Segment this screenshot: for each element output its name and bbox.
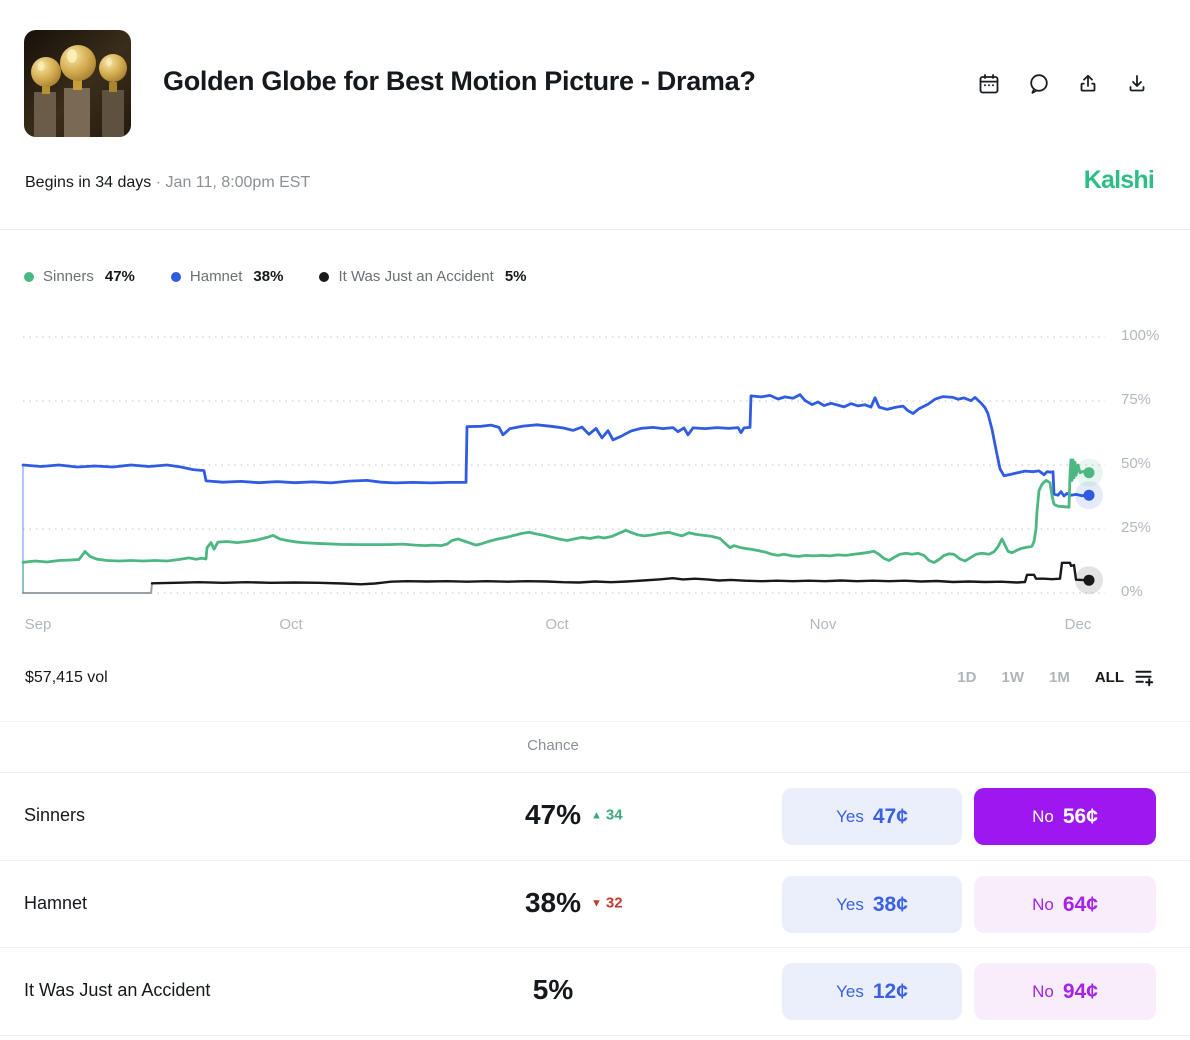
end-dot	[1083, 574, 1095, 586]
series-line	[21, 458, 1091, 564]
legend-item-hamnet: Hamnet 38%	[170, 268, 284, 285]
golden-globe-trophies-image	[24, 30, 131, 137]
chance-value: 5%	[532, 974, 574, 1005]
x-axis-tick: Oct	[279, 616, 303, 633]
delta-value: 32	[605, 894, 623, 912]
range-button-1d[interactable]: 1D	[957, 669, 977, 686]
x-axis-tick: Sep	[24, 616, 52, 633]
kalshi-logo: Kalshi	[1083, 166, 1155, 194]
comment-icon[interactable]	[1027, 72, 1051, 96]
y-axis-tick: 100%	[1121, 327, 1160, 344]
yes-price: 47¢	[872, 804, 908, 828]
row-divider	[0, 860, 1190, 861]
event-time: Jan 11, 8:00pm EST	[165, 174, 311, 191]
no-button[interactable]: No 94¢	[974, 963, 1156, 1020]
legend-value: 38%	[253, 268, 284, 285]
legend-value: 5%	[504, 268, 527, 285]
outcome-name: Sinners	[24, 805, 86, 825]
legend-dot-icon	[319, 271, 330, 282]
delta-arrow-icon: ▼	[591, 897, 602, 909]
legend-value: 47%	[104, 268, 135, 285]
chance-column-header: Chance	[527, 737, 579, 754]
calendar-icon[interactable]	[977, 72, 1001, 96]
yes-label: Yes	[836, 806, 864, 826]
add-to-watchlist-icon[interactable]	[1133, 666, 1157, 690]
delta-arrow-icon: ▲	[591, 809, 602, 821]
chance-value: 38%	[524, 887, 582, 918]
x-axis-tick: Oct	[545, 616, 569, 633]
table-row-hamnet[interactable]: Hamnet 38% ▼ 32 Yes 38¢ No 64¢	[0, 860, 1190, 948]
series-line	[21, 393, 1091, 498]
yes-price: 38¢	[872, 892, 908, 916]
legend-item-it-was-just-an-accident: It Was Just an Accident 5%	[319, 268, 527, 285]
chance-cell: 5%	[462, 973, 644, 1007]
chance-delta: ▼ 32	[591, 895, 623, 912]
legend-label: Hamnet	[189, 268, 243, 285]
download-icon[interactable]	[1125, 72, 1149, 96]
yes-button[interactable]: Yes 38¢	[782, 876, 962, 933]
volume-label: $57,415 vol	[25, 669, 108, 686]
end-dot	[1083, 489, 1095, 501]
x-axis-tick: Nov	[809, 616, 837, 633]
no-price: 64¢	[1062, 892, 1098, 916]
dot-separator: ·	[155, 174, 162, 191]
end-dot	[1083, 467, 1095, 479]
price-chart[interactable]	[21, 330, 1105, 606]
table-header-divider	[0, 772, 1190, 773]
y-axis-tick: 75%	[1121, 391, 1152, 408]
chance-cell: 47% ▲ 34	[462, 798, 644, 832]
no-label: No	[1032, 981, 1054, 1001]
yes-button[interactable]: Yes 12¢	[782, 963, 962, 1020]
range-button-1w[interactable]: 1W	[1001, 669, 1024, 686]
legend-dot-icon	[24, 271, 34, 282]
yes-label: Yes	[836, 894, 864, 914]
y-axis-tick: 50%	[1121, 455, 1152, 472]
no-label: No	[1032, 894, 1054, 914]
range-button-1m[interactable]: 1M	[1048, 669, 1070, 686]
no-button[interactable]: No 64¢	[974, 876, 1156, 933]
chance-delta: ▲ 34	[591, 807, 623, 824]
series-line	[150, 561, 1091, 586]
y-axis-tick: 0%	[1121, 583, 1143, 600]
table-bottom-divider	[0, 1035, 1190, 1036]
outcome-name: Hamnet	[24, 893, 88, 913]
share-icon[interactable]	[1076, 72, 1100, 96]
y-axis-tick: 25%	[1121, 519, 1152, 536]
chart-legend: Sinners 47% Hamnet 38% It Was Just an Ac…	[24, 268, 527, 285]
yes-price: 12¢	[872, 979, 908, 1003]
market-thumbnail	[24, 30, 131, 137]
no-label: No	[1032, 806, 1054, 826]
outcome-name: It Was Just an Accident	[24, 980, 211, 1000]
no-button[interactable]: No 56¢	[974, 788, 1156, 845]
legend-dot-icon	[170, 271, 181, 282]
begins-label: Begins in 34 days	[25, 174, 152, 191]
series-line	[22, 582, 153, 594]
page-title: Golden Globe for Best Motion Picture - D…	[163, 66, 756, 96]
event-timing: Begins in 34 days · Jan 11, 8:00pm EST	[25, 174, 310, 192]
table-row-sinners[interactable]: Sinners 47% ▲ 34 Yes 47¢ No 56¢	[0, 772, 1190, 860]
table-row-it-was-just-an-accident[interactable]: It Was Just an Accident 5% Yes 12¢ No 94¢	[0, 947, 1190, 1035]
chance-value: 47%	[524, 799, 582, 830]
yes-label: Yes	[836, 981, 864, 1001]
time-range-selector: 1D 1W 1M ALL	[957, 669, 1124, 686]
row-divider	[0, 947, 1190, 948]
chance-cell: 38% ▼ 32	[462, 886, 644, 920]
table-top-divider	[0, 721, 1190, 722]
no-price: 56¢	[1062, 804, 1098, 828]
x-axis-tick: Dec	[1064, 616, 1092, 633]
legend-item-sinners: Sinners 47%	[24, 268, 135, 285]
delta-value: 34	[605, 806, 623, 824]
yes-button[interactable]: Yes 47¢	[782, 788, 962, 845]
no-price: 94¢	[1062, 979, 1098, 1003]
header-divider	[0, 229, 1190, 230]
range-button-all[interactable]: ALL	[1094, 669, 1124, 686]
legend-label: Sinners	[43, 268, 94, 285]
legend-label: It Was Just an Accident	[338, 268, 494, 285]
